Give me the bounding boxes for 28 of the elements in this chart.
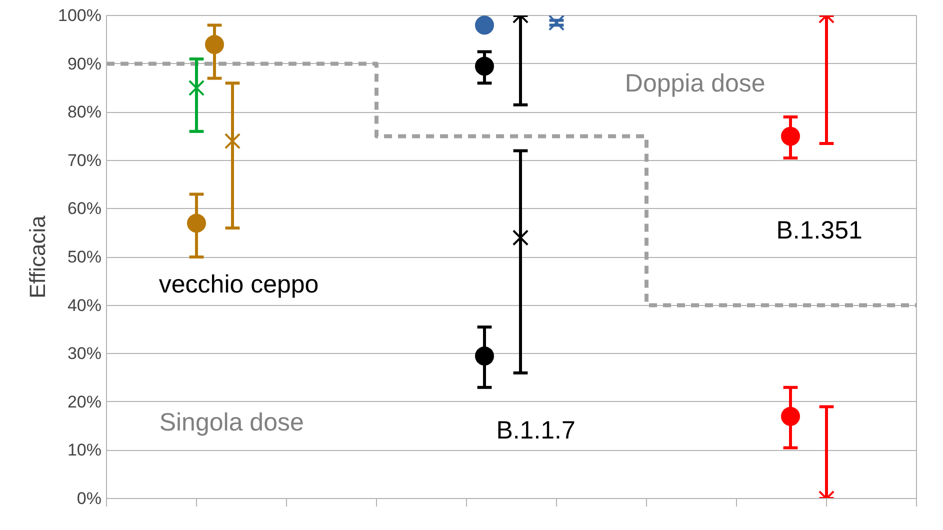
annotation: B.1.351 bbox=[776, 216, 862, 244]
annotation: Doppia dose bbox=[624, 70, 766, 98]
annotation: vecchio ceppo bbox=[158, 270, 319, 299]
y-tick-label: 10% bbox=[67, 440, 102, 460]
y-tick-label: 0% bbox=[76, 489, 102, 508]
point bbox=[781, 406, 800, 426]
point bbox=[781, 126, 800, 146]
point bbox=[205, 35, 224, 54]
point bbox=[188, 80, 205, 96]
y-tick-label: 20% bbox=[67, 392, 102, 412]
annotation: Singola dose bbox=[159, 408, 304, 437]
point bbox=[475, 56, 494, 76]
y-tick-label: 90% bbox=[67, 54, 102, 74]
y-tick-label: 80% bbox=[67, 102, 102, 122]
point bbox=[475, 346, 494, 366]
y-tick-label: 40% bbox=[67, 296, 102, 315]
point bbox=[475, 16, 494, 35]
annotation: B.1.1.7 bbox=[496, 416, 576, 444]
point bbox=[512, 230, 529, 246]
point bbox=[224, 133, 241, 150]
point bbox=[548, 16, 565, 31]
point bbox=[187, 214, 206, 233]
y-tick-label: 30% bbox=[67, 344, 102, 364]
y-tick-label: 70% bbox=[67, 150, 102, 170]
y-tick-label: 100% bbox=[58, 6, 102, 25]
y-tick-label: 50% bbox=[67, 248, 102, 266]
y-axis-title: Efficacia bbox=[25, 214, 50, 298]
y-tick-label: 60% bbox=[67, 199, 102, 218]
